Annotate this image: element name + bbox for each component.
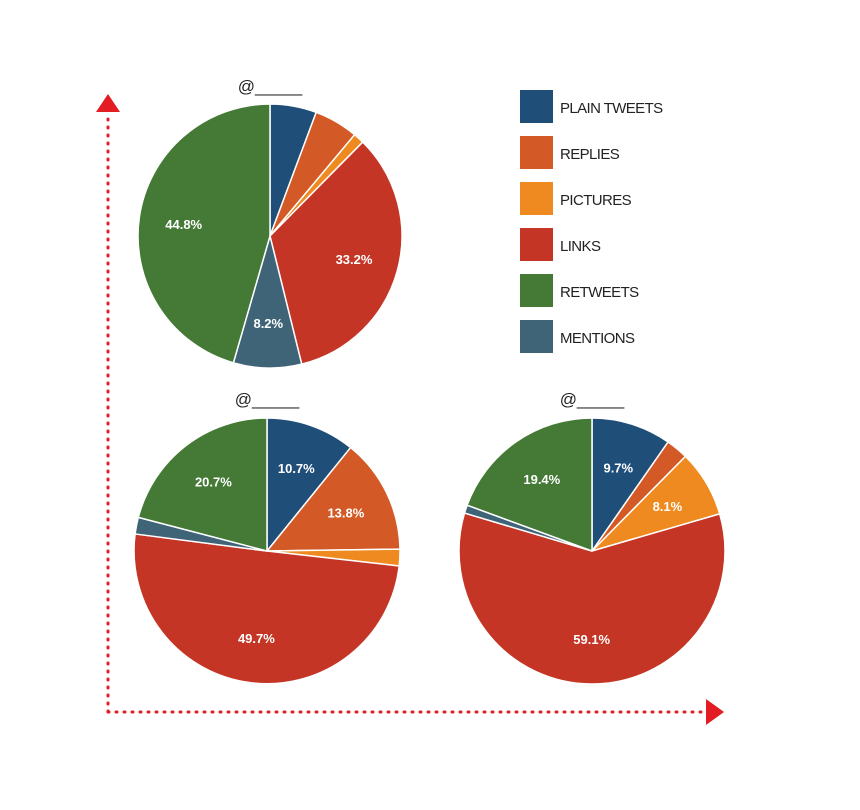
slice-label: 44.8% <box>165 217 202 232</box>
slice-label: 49.7% <box>238 631 275 646</box>
legend-swatch <box>520 274 553 307</box>
pie-title: @_____ <box>235 390 300 409</box>
x-axis-arrowhead <box>706 699 724 725</box>
pie-slice-links <box>133 533 400 685</box>
legend-label: LINKS <box>560 238 601 255</box>
legend-item: MENTIONS <box>520 320 636 353</box>
legend-item: PICTURES <box>520 182 632 215</box>
pie-title: @_____ <box>238 77 303 96</box>
axes-arrows <box>96 94 724 725</box>
legend-swatch <box>520 90 553 123</box>
pie-slice-links <box>269 141 403 365</box>
slice-label: 59.1% <box>573 632 610 647</box>
pie-slice-replies <box>266 446 401 552</box>
slice-label: 13.8% <box>327 506 364 521</box>
slice-label: 20.7% <box>195 475 232 490</box>
slice-label: 8.2% <box>253 316 283 331</box>
slice-label: 10.7% <box>278 461 315 476</box>
legend-swatch <box>520 136 553 169</box>
legend-item: RETWEETS <box>520 274 640 307</box>
pie-slice-retweets <box>137 417 268 552</box>
slice-label: 33.2% <box>336 252 373 267</box>
legend-label: MENTIONS <box>560 330 635 347</box>
pie-slice-retweets <box>137 103 271 364</box>
pie-title: @_____ <box>560 390 625 409</box>
legend-item: PLAIN TWEETS <box>520 90 664 123</box>
pie-slice-plain-tweets <box>591 417 669 552</box>
legend-swatch <box>520 228 553 261</box>
pie-slice-plain-tweets <box>266 417 352 552</box>
legend-item: LINKS <box>520 228 602 261</box>
legend: PLAIN TWEETS REPLIES PICTURES LINKS RETWEETS… <box>520 90 664 353</box>
legend-label: PICTURES <box>560 192 632 209</box>
pie-charts: @_____ 33.2% 8.2% 44.8% @_____ 10.7% 13.8% 49.7… <box>133 77 726 685</box>
pie-chart-3: @_____ 9.7% 8.1% 59.1% 19.4% <box>458 390 726 685</box>
legend-swatch <box>520 182 553 215</box>
slice-label: 8.1% <box>653 499 683 514</box>
legend-swatch <box>520 320 553 353</box>
pie-slice-links <box>458 512 726 685</box>
pie-chart-2: @_____ 10.7% 13.8% 49.7% 20.7% <box>133 390 401 685</box>
legend-item: REPLIES <box>520 136 620 169</box>
legend-label: PLAIN TWEETS <box>560 100 663 117</box>
legend-label: REPLIES <box>560 146 620 163</box>
legend-label: RETWEETS <box>560 284 639 301</box>
pie-slice-retweets <box>466 417 593 552</box>
slice-label: 19.4% <box>523 472 560 487</box>
slice-label: 9.7% <box>603 460 633 475</box>
y-axis-arrowhead <box>96 94 120 112</box>
pie-chart-1: @_____ 33.2% 8.2% 44.8% <box>137 77 403 369</box>
